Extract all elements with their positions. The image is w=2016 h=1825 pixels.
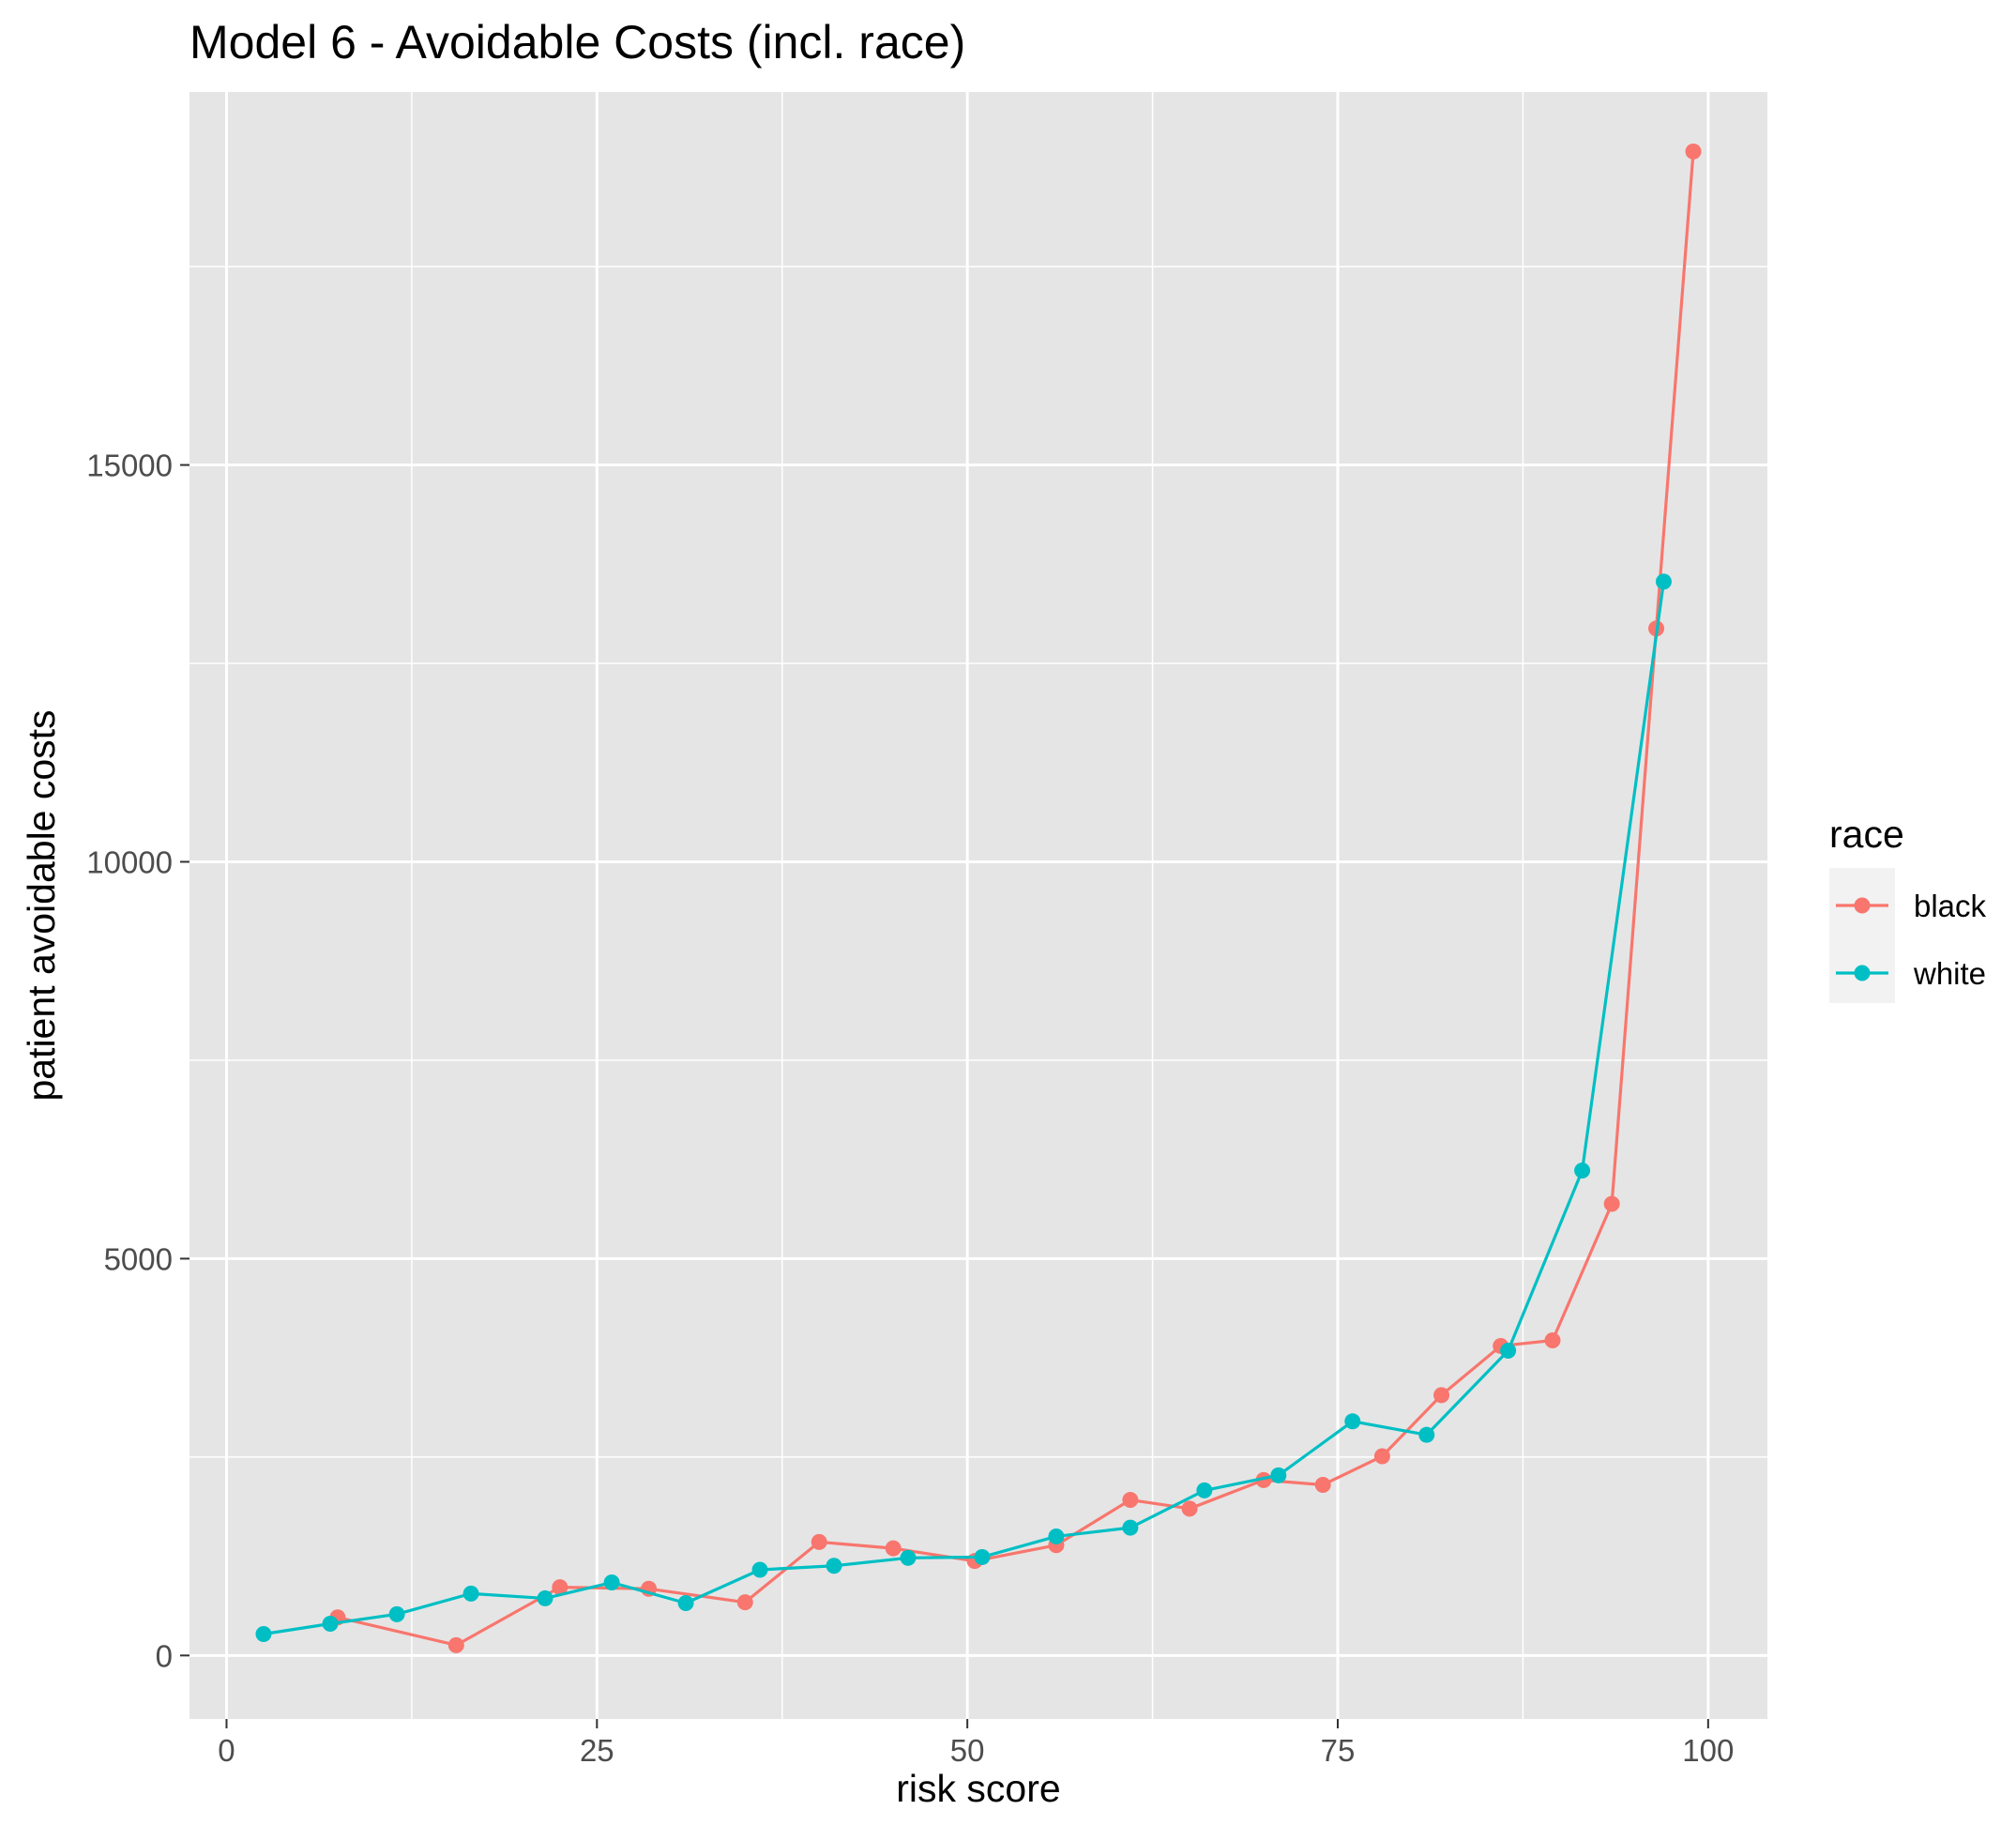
legend-key-point <box>1854 965 1871 981</box>
y-tick-label: 5000 <box>104 1241 173 1276</box>
legend: race black white <box>1829 813 1987 1003</box>
data-point-black <box>1685 143 1702 160</box>
data-point-white <box>974 1548 991 1565</box>
x-tick-label: 0 <box>218 1733 235 1768</box>
y-axis-title: patient avoidable costs <box>20 709 63 1101</box>
plot-panel <box>189 92 1767 1719</box>
y-tick-label: 10000 <box>86 844 173 879</box>
data-point-white <box>537 1589 553 1606</box>
data-point-black <box>1544 1332 1561 1349</box>
data-point-black <box>1603 1195 1620 1212</box>
x-tick-label: 100 <box>1682 1733 1734 1768</box>
data-point-white <box>900 1549 917 1566</box>
y-axis: 0 5000 10000 15000 <box>86 449 189 1673</box>
data-point-black <box>1314 1476 1331 1493</box>
data-point-white <box>255 1625 272 1642</box>
data-point-white <box>1196 1482 1213 1498</box>
data-point-black <box>1181 1500 1198 1517</box>
data-point-white <box>1574 1163 1591 1179</box>
data-point-black <box>552 1579 568 1596</box>
data-point-black <box>1433 1387 1450 1404</box>
series-line-black <box>337 151 1695 1647</box>
data-point-black <box>885 1540 902 1557</box>
data-point-white <box>388 1605 405 1622</box>
data-point-white <box>1048 1528 1065 1544</box>
legend-item-white: white <box>1836 956 1986 991</box>
series-line-white <box>263 581 1666 1636</box>
data-point-white <box>677 1595 694 1612</box>
data-point-black <box>1122 1492 1139 1509</box>
legend-item-black: black <box>1836 889 1987 923</box>
data-point-black <box>447 1636 464 1653</box>
data-point-white <box>1344 1413 1361 1430</box>
x-axis: 0 25 50 75 100 <box>218 1719 1734 1768</box>
x-axis-title: risk score <box>896 1767 1060 1810</box>
data-point-white <box>1270 1467 1287 1483</box>
legend-label: black <box>1914 889 1987 923</box>
y-tick-label: 0 <box>156 1638 173 1673</box>
data-point-black <box>811 1533 827 1550</box>
legend-title: race <box>1829 813 1904 856</box>
series-white <box>255 573 1672 1642</box>
legend-label: white <box>1913 956 1986 991</box>
y-tick-label: 15000 <box>86 449 173 483</box>
data-point-white <box>603 1574 620 1591</box>
x-tick-label: 75 <box>1321 1733 1356 1768</box>
data-point-black <box>1373 1448 1390 1465</box>
major-gridlines <box>189 92 1767 1719</box>
minor-gridlines <box>189 92 1767 1719</box>
legend-key-point <box>1854 897 1871 914</box>
x-tick-label: 25 <box>580 1733 614 1768</box>
series-layer <box>255 143 1702 1653</box>
data-point-white <box>1418 1426 1435 1443</box>
x-tick-label: 50 <box>950 1733 985 1768</box>
data-point-white <box>1122 1519 1139 1536</box>
data-point-white <box>322 1615 339 1632</box>
data-point-white <box>826 1558 842 1574</box>
data-point-white <box>1655 573 1672 590</box>
data-point-white <box>751 1561 768 1578</box>
data-point-white <box>1500 1343 1517 1360</box>
data-point-white <box>462 1585 479 1602</box>
data-point-black <box>736 1594 753 1611</box>
legend-key-background <box>1829 868 1895 1003</box>
chart-title: Model 6 - Avoidable Costs (incl. race) <box>189 16 965 68</box>
